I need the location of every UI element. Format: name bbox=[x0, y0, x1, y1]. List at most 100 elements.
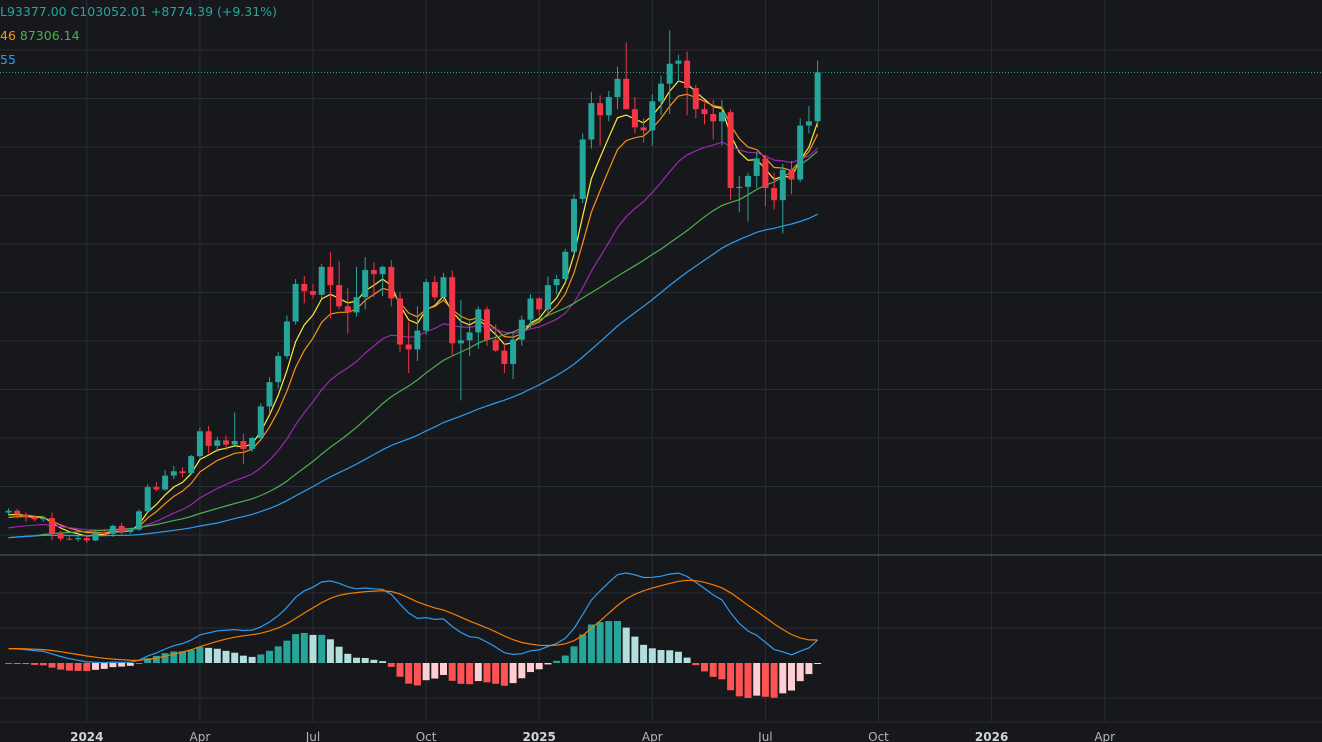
macd-hist-bar bbox=[187, 650, 195, 663]
candle-body bbox=[283, 321, 290, 357]
macd-hist-bar bbox=[648, 648, 656, 663]
candle bbox=[188, 454, 195, 475]
candle bbox=[518, 315, 525, 346]
macd-hist-bar bbox=[196, 646, 204, 663]
candle-body bbox=[736, 186, 743, 189]
candle bbox=[814, 60, 821, 128]
candle-body bbox=[66, 538, 73, 540]
candle-body bbox=[771, 188, 778, 201]
candle bbox=[666, 30, 673, 115]
candle-body bbox=[109, 525, 116, 534]
candle-body bbox=[484, 309, 490, 340]
macd-hist-bar bbox=[370, 659, 378, 663]
candle-body bbox=[684, 60, 691, 88]
ma-legend-1: 46 87306.14 bbox=[0, 28, 80, 43]
candle bbox=[336, 260, 343, 310]
candle-body bbox=[440, 277, 447, 298]
candle bbox=[118, 522, 125, 535]
candle-body bbox=[457, 340, 464, 344]
macd-hist-bar bbox=[570, 646, 578, 663]
candle-body bbox=[40, 518, 47, 520]
candle-body bbox=[571, 198, 577, 252]
candle-body bbox=[536, 298, 543, 310]
macd-hist-bar bbox=[709, 663, 717, 677]
candle-body bbox=[257, 406, 264, 438]
candle bbox=[692, 84, 699, 119]
candle bbox=[344, 288, 351, 334]
candle-body bbox=[196, 431, 203, 457]
macd-hist-bar bbox=[248, 656, 256, 663]
candle bbox=[144, 484, 151, 513]
time-axis: JulOct2024AprJulOct2025AprJulOct2026Apr bbox=[70, 730, 1115, 742]
candle bbox=[83, 535, 90, 543]
candle-body bbox=[423, 282, 430, 331]
candle-body bbox=[553, 279, 560, 286]
candle-body bbox=[649, 101, 656, 131]
ma-legend-value-left: 46 bbox=[0, 28, 16, 43]
candle-body bbox=[388, 266, 395, 299]
candle-body bbox=[240, 440, 247, 449]
candle-body bbox=[231, 440, 238, 445]
macd-pane[interactable] bbox=[5, 572, 822, 698]
macd-hist-bar bbox=[761, 663, 769, 697]
candle bbox=[457, 300, 464, 401]
candle-body bbox=[805, 121, 812, 126]
time-axis-label: Apr bbox=[1094, 730, 1115, 742]
macd-line bbox=[8, 572, 819, 664]
candle bbox=[109, 524, 116, 537]
macd-hist-bar bbox=[361, 657, 369, 663]
candle-body bbox=[249, 437, 256, 449]
candle-body bbox=[745, 175, 751, 187]
candle bbox=[449, 270, 456, 355]
price-pane[interactable] bbox=[0, 30, 1322, 543]
candle-body bbox=[623, 78, 630, 110]
candle-body bbox=[144, 487, 151, 512]
macd-hist-bar bbox=[814, 663, 822, 664]
macd-hist-bar bbox=[631, 636, 639, 663]
candle bbox=[788, 160, 795, 195]
candle bbox=[562, 248, 569, 283]
macd-hist-bar bbox=[553, 660, 561, 663]
macd-hist-bar bbox=[92, 663, 99, 670]
macd-lines bbox=[8, 572, 819, 664]
macd-hist-bar bbox=[344, 653, 352, 663]
candle bbox=[605, 90, 612, 122]
signal-line bbox=[8, 579, 818, 661]
candle-body bbox=[353, 297, 360, 313]
candle bbox=[414, 306, 421, 361]
candle-body bbox=[562, 251, 569, 280]
candle bbox=[275, 351, 282, 389]
macd-hist-bar bbox=[300, 632, 308, 663]
candle-body bbox=[136, 511, 142, 530]
candle-body bbox=[127, 529, 134, 532]
macd-hist-bar bbox=[22, 663, 30, 665]
candle-body bbox=[501, 350, 508, 364]
candle bbox=[292, 279, 299, 325]
macd-hist-bar bbox=[239, 655, 247, 663]
candle bbox=[736, 175, 743, 213]
candle bbox=[492, 324, 499, 352]
macd-histogram bbox=[5, 621, 822, 698]
candle bbox=[240, 433, 247, 465]
macd-hist-bar bbox=[518, 663, 526, 679]
macd-hist-bar bbox=[770, 663, 778, 698]
macd-hist-bar bbox=[596, 622, 604, 663]
candle bbox=[31, 514, 38, 522]
candle-body bbox=[640, 127, 647, 131]
candle bbox=[22, 512, 29, 522]
candle bbox=[310, 283, 316, 299]
candle bbox=[745, 172, 751, 222]
ohlc-legend: L93377.00 C103052.01 +8774.39 (+9.31%) bbox=[0, 4, 277, 19]
candle-body bbox=[597, 103, 604, 116]
candle-body bbox=[449, 277, 456, 344]
candle-body bbox=[492, 339, 499, 351]
candle bbox=[362, 257, 369, 310]
candle-body bbox=[75, 538, 82, 540]
candle-body bbox=[666, 63, 673, 84]
candle-body bbox=[710, 114, 717, 122]
macd-hist-bar bbox=[179, 651, 186, 663]
candle bbox=[257, 403, 264, 440]
candle bbox=[466, 321, 473, 357]
macd-hist-bar bbox=[640, 644, 648, 663]
